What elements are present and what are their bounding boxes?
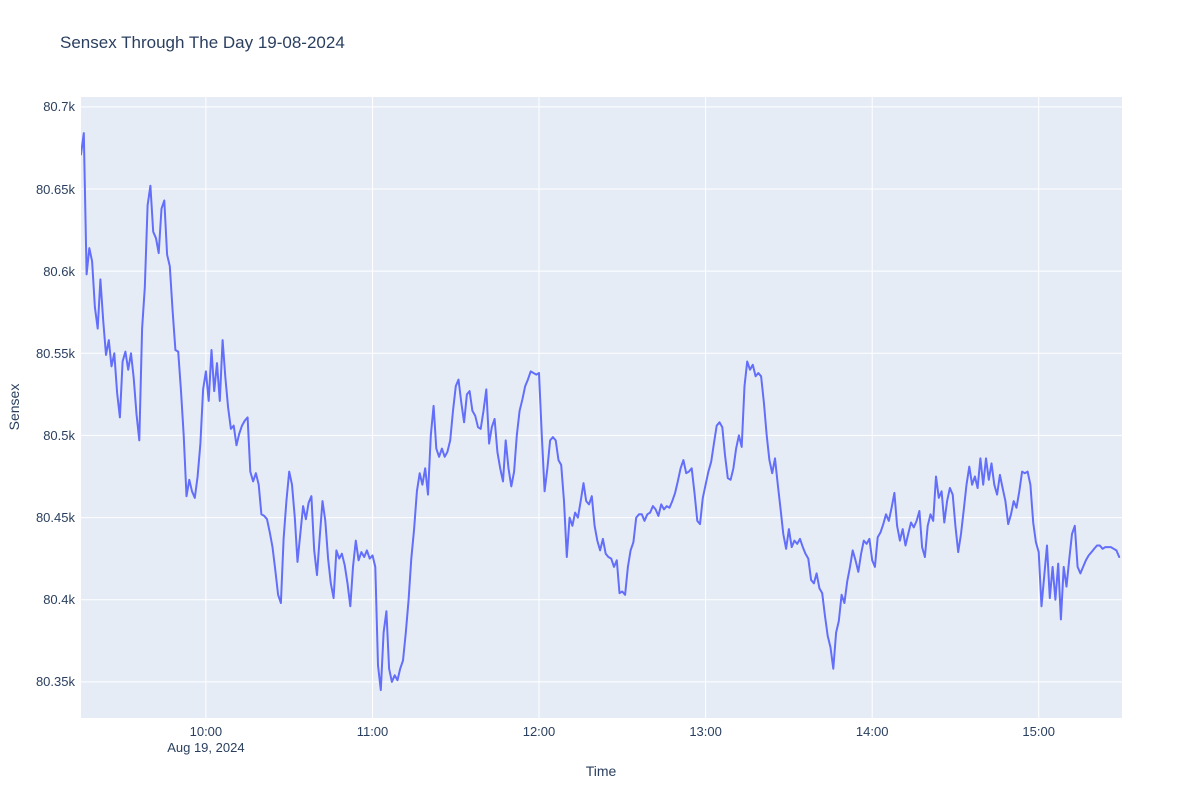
y-tick-label: 80.7k [43, 99, 75, 115]
y-tick-label: 80.4k [43, 592, 75, 608]
price-line-sensex [80, 132, 1121, 692]
plot-area[interactable] [80, 97, 1122, 718]
y-tick-label: 80.55k [35, 345, 75, 361]
x-tick-label: 11:00 [356, 724, 389, 739]
chart-title: Sensex Through The Day 19-08-2024 [60, 33, 345, 52]
y-tick-label: 80.5k [43, 427, 75, 443]
x-tick-label: 15:00 [1022, 724, 1055, 739]
y-tick-label: 80.35k [35, 674, 75, 690]
x-axis-date-label: Aug 19, 2024 [167, 740, 245, 755]
y-tick-label: 80.65k [35, 181, 75, 197]
x-tick-label: 13:00 [689, 724, 722, 739]
x-axis-title: Time [585, 763, 617, 779]
plot-canvas [80, 97, 1122, 718]
y-tick-label: 80.6k [43, 263, 75, 279]
x-tick-label: 10:00 [189, 724, 223, 739]
x-tick-label: 12:00 [522, 724, 556, 739]
y-axis-title: Sensex [6, 383, 22, 431]
y-tick-label: 80.45k [35, 510, 75, 526]
x-tick-label: 14:00 [855, 724, 889, 739]
